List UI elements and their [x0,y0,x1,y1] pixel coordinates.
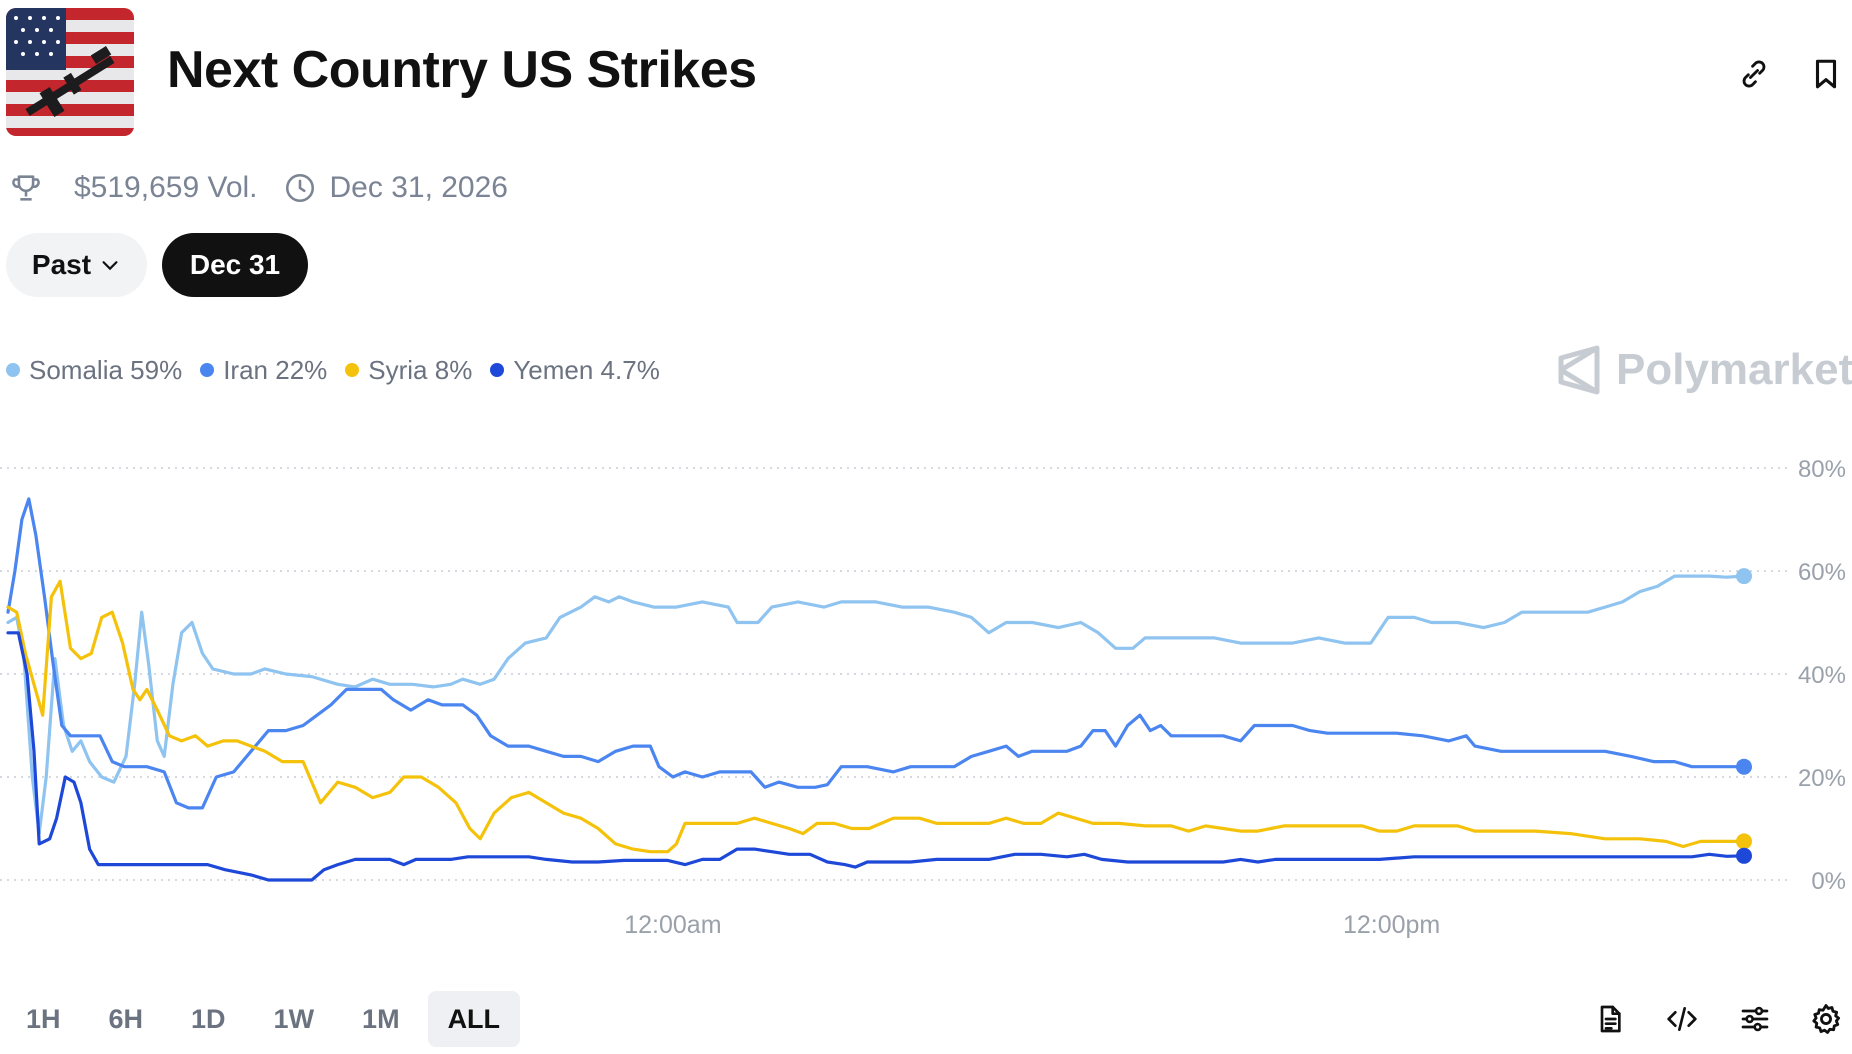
past-label: Past [31,249,92,280]
legend-label: Iran 22% [223,354,328,385]
link-icon [1742,60,1766,88]
end-date-text: Dec 31, 2026 [329,171,508,204]
y-tick-label: 0% [1811,868,1846,895]
y-tick-label: 80% [1798,456,1846,483]
sliders-icon [1741,1006,1769,1032]
series-endpoint-yemen [1736,847,1752,864]
settings-button[interactable] [1803,996,1849,1042]
legend-label: Somalia 59% [29,354,183,385]
polymarket-watermark: Polymarket [1556,342,1852,398]
range-all-button[interactable]: ALL [427,991,521,1047]
y-tick-label: 40% [1798,662,1846,689]
legend-item: Somalia 59% [6,355,182,386]
series-line-iran [6,497,1746,810]
series-endpoints [1736,568,1752,864]
range-1h-button[interactable]: 1H [26,1003,61,1034]
brand-name: Polymarket [1616,345,1852,394]
legend-item: Iran 22% [200,355,327,386]
document-button[interactable] [1587,996,1633,1042]
trophy-icon [6,168,46,208]
x-axis-labels: 12:00am 12:00pm [624,911,1440,939]
copy-link-button[interactable] [1730,50,1778,98]
date-pill-label: Dec 31 [189,249,281,280]
y-axis-labels: 0% 20% 40% 60% 80% [1798,456,1846,895]
polymarket-logo-icon [1558,345,1600,395]
bookmark-icon [1815,59,1837,89]
volume-text: $519,659 Vol. [74,171,258,204]
past-dropdown[interactable]: Past [6,233,147,297]
series-endpoint-iran [1736,758,1752,775]
market-meta: $519,659 Vol. Dec 31, 2026 [6,168,508,208]
legend-dot [345,363,360,377]
range-6h-button[interactable]: 6H [108,1003,144,1034]
chart-grid [0,467,1790,881]
date-pill-dec-31[interactable]: Dec 31 [162,233,308,297]
x-tick-label: 12:00pm [1343,911,1440,939]
chevron-down-icon [102,261,118,271]
gear-icon [1812,1004,1841,1034]
price-history-chart[interactable]: 0% 20% 40% 60% 80% 12:00am 12:00pm [0,440,1852,950]
y-tick-label: 60% [1798,559,1846,586]
range-1w-button[interactable]: 1W [273,1003,315,1034]
legend-dot [490,363,505,377]
code-icon [1667,1007,1697,1031]
legend-label: Yemen 4.7% [513,354,660,385]
legend-dot [200,363,215,377]
page-title: Next Country US Strikes [167,41,757,99]
series-line-somalia [6,574,1746,836]
bookmark-button[interactable] [1802,50,1850,98]
embed-code-button[interactable] [1659,996,1705,1042]
range-1d-button[interactable]: 1D [191,1003,226,1034]
legend-item: Syria 8% [345,355,472,386]
legend-dot [6,363,20,377]
series-line-yemen [6,631,1746,882]
y-tick-label: 20% [1798,765,1846,792]
series-endpoint-syria [1736,833,1752,850]
flag-rifle-image [6,8,134,136]
x-tick-label: 12:00am [624,911,721,939]
series-line-syria [6,579,1746,854]
market-thumbnail [6,8,134,136]
series-endpoint-somalia [1736,568,1752,585]
time-range-selector: 1H 6H 1D 1W 1M ALL [6,991,528,1047]
chart-settings-sliders-button[interactable] [1732,996,1778,1042]
series-lines [6,497,1746,882]
clock-icon [280,168,320,208]
chart-legend: Somalia 59% Iran 22% Syria 8% Yemen 4.7% [6,352,678,388]
range-1m-button[interactable]: 1M [362,1003,400,1034]
legend-item: Yemen 4.7% [490,354,660,386]
legend-label: Syria 8% [368,354,473,385]
document-icon [1600,1005,1621,1033]
